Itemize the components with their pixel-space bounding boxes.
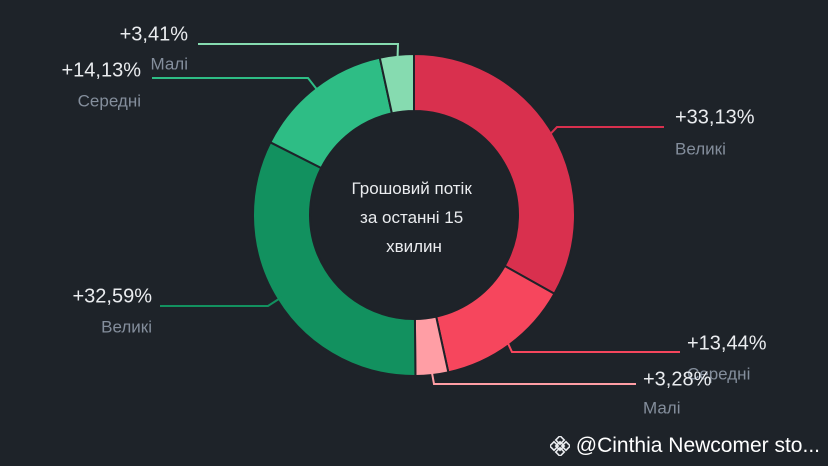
center-title-line-2: за останні 15 (360, 208, 463, 227)
slice-category-label-5: Середні (78, 91, 141, 110)
chart-center-title: Грошовий потік за останні 15 хвилин (351, 179, 476, 256)
leader-line-3 (430, 368, 636, 385)
leader-line-6 (198, 43, 400, 61)
slice-category-label-2: Середні (687, 364, 750, 383)
slice-category-label-3: Малі (643, 398, 681, 417)
slice-percent-label-2: +13,44% (687, 332, 767, 354)
watermark: @Cinthia Newcomer sto... (549, 434, 820, 458)
slice-percent-label-3: +3,28% (643, 368, 712, 390)
donut-slice-1 (413, 52, 576, 296)
slice-percent-label-1: +33,13% (675, 106, 755, 128)
center-title-line-3: хвилин (386, 237, 442, 256)
donut-slice-5 (269, 56, 394, 170)
slice-percent-label-6: +3,41% (120, 23, 189, 45)
slice-category-label-6: Малі (150, 54, 188, 73)
slice-category-label-4: Великі (101, 317, 152, 336)
leader-line-5 (152, 77, 320, 94)
binance-logo-icon (549, 436, 570, 456)
slice-percent-label-5: +14,13% (61, 59, 141, 81)
leader-line-1 (547, 126, 664, 138)
slice-category-label-1: Великі (675, 139, 726, 158)
leader-line-4 (160, 295, 283, 307)
donut-slice-6 (378, 52, 415, 115)
slice-percent-label-4: +32,59% (72, 285, 152, 307)
watermark-text: @Cinthia Newcomer sto... (575, 434, 820, 457)
center-title-line-1: Грошовий потік (351, 179, 472, 198)
donut-slice-4 (252, 140, 417, 377)
leader-line-2 (505, 339, 680, 353)
